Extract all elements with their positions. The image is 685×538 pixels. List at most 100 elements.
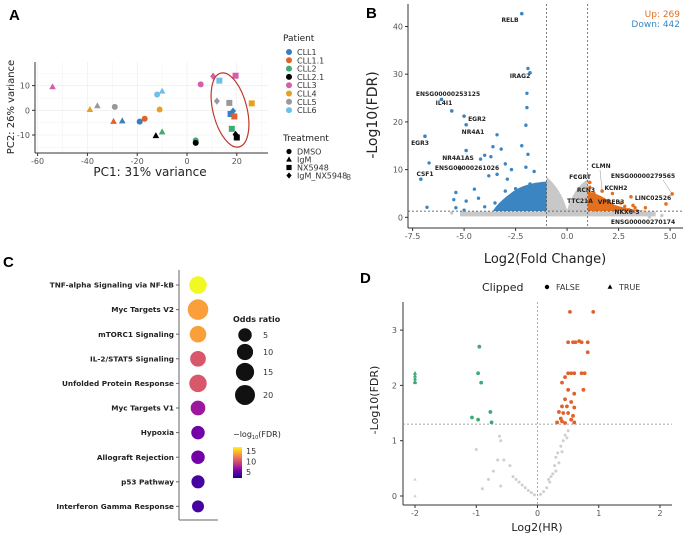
y-tick-label: 10 (393, 166, 403, 175)
upregulated-cloud (587, 191, 648, 212)
x-axis-label: PC1: 31% variance (93, 165, 206, 179)
data-point (520, 144, 524, 148)
data-point (534, 203, 538, 208)
x-axis-label: Log2(HR) (511, 521, 562, 534)
gene-label: ENSG00000261026 (435, 165, 499, 172)
up-count: Up: 269 (645, 10, 681, 20)
gene-label: CSF1 (416, 171, 433, 178)
gene-label: ENSG00000279565 (611, 173, 675, 180)
data-point (560, 450, 564, 454)
data-point (596, 196, 600, 200)
data-point (227, 111, 234, 118)
size-legend-dot (235, 385, 255, 405)
pathway-dot (187, 299, 209, 320)
pathway-dot (191, 475, 205, 489)
data-point (489, 420, 494, 425)
data-point (464, 122, 468, 127)
x-tick-label: 2 (657, 509, 662, 518)
size-legend-label: 15 (263, 368, 273, 377)
data-point (631, 203, 635, 208)
data-point (572, 371, 577, 376)
x-tick-label: -7.5 (405, 232, 421, 241)
data-point (156, 106, 163, 113)
data-point (623, 204, 627, 209)
x-tick-label: -40 (81, 157, 94, 166)
data-point (478, 157, 483, 161)
legend-shape-triangle-icon (286, 156, 292, 162)
data-point (566, 371, 571, 376)
data-point (565, 436, 569, 440)
legend-swatch (286, 57, 292, 64)
gene-label: EGR3 (411, 140, 429, 147)
legend-swatch (286, 82, 292, 89)
data-point (458, 166, 462, 171)
data-point (554, 469, 558, 473)
legend-item: CLL2.1 (297, 73, 324, 82)
data-point (470, 415, 474, 420)
data-point (495, 172, 499, 177)
legend-item: CLL2 (297, 65, 317, 74)
stray-text: 8 (346, 173, 351, 182)
legend-swatch (286, 107, 292, 114)
data-point (154, 91, 161, 98)
data-point (524, 123, 528, 127)
x-tick-label: 0.0 (561, 232, 574, 241)
data-point (483, 205, 487, 209)
legend-item: CLL6 (297, 106, 317, 115)
legend-title-patient: Patient (283, 34, 315, 44)
colorbar-tick-label: 5 (246, 468, 251, 477)
data-point (498, 434, 502, 438)
pathway-label: Interferon Gamma Response (56, 502, 174, 511)
data-point (488, 410, 493, 414)
data-point (618, 201, 623, 205)
legend-item: CLL4 (297, 90, 317, 99)
legend-swatch (286, 49, 292, 55)
data-point (454, 190, 458, 195)
data-point (110, 117, 117, 124)
legend-shape-triangle-icon (607, 284, 613, 289)
data-point (573, 340, 578, 345)
data-point (503, 162, 507, 166)
legend-item: IgM_NX5948 (297, 172, 347, 181)
data-point (197, 81, 204, 88)
data-point (513, 186, 518, 191)
data-point (587, 180, 592, 185)
pathway-label: IL-2/STAT5 Signaling (90, 354, 174, 363)
data-point (572, 420, 577, 425)
data-point (476, 196, 481, 200)
colorbar-tick-label: 15 (246, 447, 256, 456)
data-point (553, 464, 557, 468)
data-point (592, 191, 596, 196)
data-point (560, 404, 564, 409)
legend-item: FALSE (556, 283, 580, 292)
data-point (508, 464, 512, 468)
data-point (525, 91, 529, 95)
data-point (528, 182, 532, 186)
data-point (413, 477, 417, 481)
legend-title: Clipped (482, 281, 524, 294)
gene-label: NKX6-3 (614, 209, 639, 216)
data-point (423, 134, 427, 139)
legend-item: TRUE (618, 283, 640, 292)
legend-item: CLL1 (297, 48, 317, 57)
data-point (519, 11, 524, 16)
nonsignificant-cloud (546, 176, 588, 212)
data-point (499, 439, 503, 443)
legend-item: NX5948 (297, 164, 329, 173)
data-point (664, 202, 668, 206)
data-point (489, 155, 493, 159)
pathway-label: TNF-alpha Signaling via NF-kB (50, 281, 175, 290)
size-legend-title: Odds ratio (233, 315, 281, 324)
legend-swatch (286, 90, 292, 97)
data-point (213, 97, 220, 105)
x-tick-label: -20 (131, 157, 144, 166)
legend-shape-diamond-icon (286, 172, 292, 179)
data-point (572, 405, 577, 410)
data-point (571, 413, 575, 418)
legend-item: CLL5 (297, 98, 317, 107)
data-point (585, 350, 590, 355)
data-point (526, 152, 530, 157)
data-point (491, 145, 495, 149)
data-point (427, 161, 431, 165)
label-leader-line (599, 169, 603, 192)
